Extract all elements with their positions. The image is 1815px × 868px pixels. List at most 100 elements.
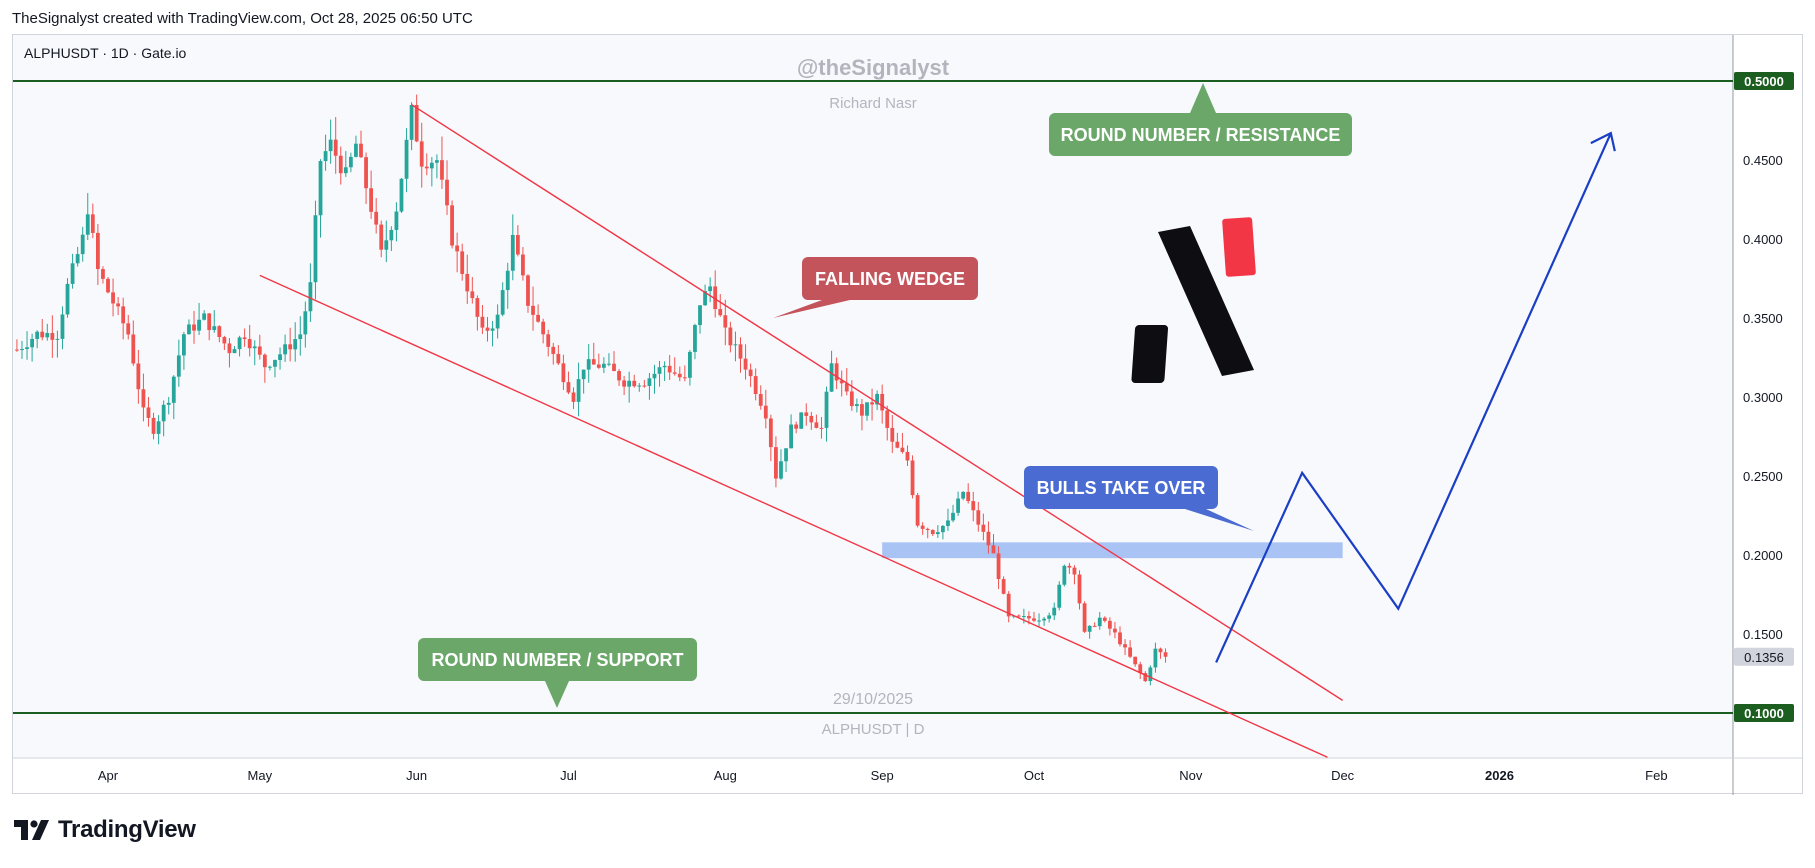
candle-body [541,321,546,335]
candle-body [789,424,793,449]
candle-body [1163,652,1168,657]
candle-body [1057,584,1062,608]
price-tick-label: 0.3000 [1743,390,1783,405]
candle-body [647,378,652,386]
callout-bulls-take-over: BULLS TAKE OVER [1024,466,1254,531]
candle-body [308,282,313,312]
candle-body [723,315,728,328]
candle-body [20,349,24,351]
candle-body [303,311,308,335]
candle-body [753,376,758,395]
price-tick-label: 0.3500 [1743,311,1783,326]
candle-body [399,178,404,212]
candle-body [333,139,338,156]
candle-body [870,402,874,405]
candle-body [596,364,601,368]
candle-body [389,229,394,241]
candle-body [763,405,768,419]
candle-body [981,524,986,532]
candle-body [591,359,596,365]
candle-body [197,319,201,331]
candle-body [956,498,960,513]
candle-body [677,373,682,378]
candle-body [207,313,212,331]
candle-body [1042,618,1046,621]
price-badge-label: 0.5000 [1744,74,1784,89]
candle-body [35,331,40,339]
time-axis[interactable]: Apr May Jun Jul Aug Sep Oct Nov Dec 2026 Feb [98,768,1668,783]
candle-body [116,303,121,307]
candle-body [359,143,363,158]
candle-body [313,215,318,283]
candle-body [601,363,606,368]
candle-body [1143,673,1148,682]
candle-body [460,251,465,274]
candle-body [131,334,136,364]
time-tick-label: Jul [560,768,577,783]
price-tick-label: 0.4000 [1743,232,1783,247]
callout-pointer [1185,509,1254,531]
candle-body [242,337,247,340]
candle-body [1016,615,1021,617]
candle-body [1118,632,1122,645]
time-tick-label: Feb [1645,768,1667,783]
price-badge [1734,647,1794,666]
candle-body [384,240,389,250]
candle-body [521,254,525,276]
candle-body [212,326,217,331]
candle-body [85,214,90,235]
candle-body [996,553,1001,580]
candle-body [612,363,616,372]
candle-body [1082,603,1087,632]
candle-body [480,316,485,328]
candle-body [1092,625,1097,627]
candle-body [247,339,252,349]
tradingview-logo-icon [14,820,50,840]
candle-body [930,530,935,535]
price-tick-label: 0.4500 [1743,153,1783,168]
candle-body [252,346,257,349]
candle-body [662,365,667,368]
candle-body [80,234,85,255]
candle-body [728,327,733,346]
candle-body [693,325,697,352]
candle-body [1052,607,1057,616]
tradingview-brand-text: TradingView [58,816,196,843]
candle-body [369,188,374,212]
candle-body [171,376,176,403]
price-axis[interactable]: 0.1500 0.2000 0.2500 0.3000 0.3500 0.4000 0.45… [1734,72,1794,722]
candle-body [227,343,232,354]
candle-body [1133,656,1138,665]
price-badge-label: 0.1356 [1744,650,1784,665]
candle-body [70,263,75,284]
candle-body [293,339,298,350]
candle-body [627,380,632,387]
candle-body [682,377,687,379]
callout-label: BULLS TAKE OVER [1037,478,1206,498]
tradingview-footer[interactable]: TradingView [14,816,196,844]
candle-body [257,346,262,355]
candle-body [834,363,839,381]
candle-body [667,365,672,373]
candle-body [318,161,323,216]
candle-body [166,402,171,405]
candle-body [910,460,915,496]
candle-body [976,510,981,525]
candle-body [75,254,80,264]
candle-body [146,407,151,418]
candle-body [1077,574,1082,604]
candle-body [748,369,753,377]
candle-body [743,358,748,370]
candle-body [1113,628,1117,633]
time-tick-label: Oct [1024,768,1045,783]
candle-body [698,305,702,326]
callout-falling-wedge: FALLING WEDGE [773,257,978,318]
candle-body [374,211,379,225]
candle-body [55,338,60,340]
candle-body [622,380,627,387]
candle-body [424,166,429,169]
attribution-header: TheSignalyst created with TradingView.co… [12,10,473,27]
callout-box [1024,466,1218,509]
candle-body [733,344,738,346]
